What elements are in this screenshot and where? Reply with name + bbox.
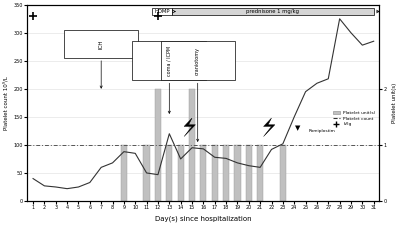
Bar: [178, 145, 184, 201]
Text: Romiplostim: Romiplostim: [309, 129, 336, 133]
Bar: [166, 145, 172, 201]
Bar: [172, 8, 374, 15]
Polygon shape: [184, 118, 196, 137]
Bar: [200, 145, 206, 201]
Bar: [234, 145, 240, 201]
Text: craniotomy: craniotomy: [195, 47, 200, 75]
Bar: [64, 30, 138, 58]
Bar: [280, 145, 286, 201]
Bar: [246, 145, 252, 201]
Bar: [155, 89, 161, 201]
X-axis label: Day(s) since hospitalization: Day(s) since hospitalization: [155, 216, 252, 222]
Text: coma / ICPM: coma / ICPM: [167, 46, 172, 76]
Text: prednisone 1 mg/kg: prednisone 1 mg/kg: [246, 9, 299, 14]
Text: ICH: ICH: [99, 39, 104, 49]
Bar: [144, 145, 150, 201]
Y-axis label: Platelet unit(s): Platelet unit(s): [392, 83, 397, 123]
Y-axis label: Platelet count 10⁹/L: Platelet count 10⁹/L: [3, 76, 8, 130]
Bar: [223, 145, 229, 201]
Text: HDMP: HDMP: [155, 9, 170, 14]
Legend: Platelet unit(s), Platelet count, IVIg: Platelet unit(s), Platelet count, IVIg: [331, 109, 377, 128]
Bar: [132, 41, 206, 81]
Bar: [121, 145, 127, 201]
Polygon shape: [264, 118, 275, 137]
Bar: [152, 8, 172, 15]
Bar: [212, 145, 218, 201]
Text: ▼: ▼: [295, 125, 300, 131]
Bar: [161, 41, 235, 81]
Bar: [189, 89, 195, 201]
Bar: [257, 145, 263, 201]
